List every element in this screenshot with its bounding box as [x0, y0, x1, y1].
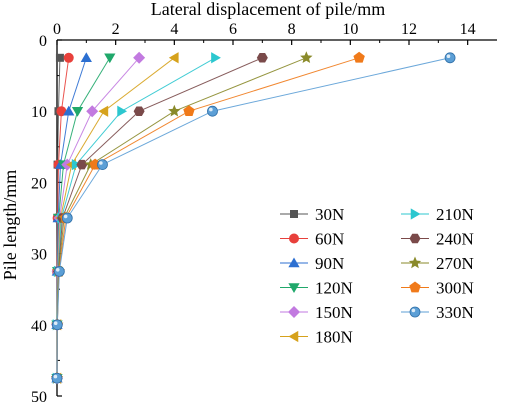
series-line-330n [56, 57, 451, 379]
legend-marker-30n [290, 210, 298, 218]
data-point-330n-highlight [209, 107, 213, 112]
data-point-240n [76, 159, 88, 170]
legend-label-240n: 240N [436, 230, 474, 249]
legend-label-150n: 150N [315, 303, 353, 322]
data-point-330n-highlight [55, 268, 60, 272]
data-point-90n [63, 105, 75, 116]
data-point-120n [104, 53, 116, 64]
data-point-300n [183, 105, 195, 117]
legend-label-180n: 180N [315, 328, 353, 347]
x-tick-label: 10 [342, 21, 358, 38]
legend-label-60n: 60N [315, 230, 344, 249]
data-point-330n [97, 159, 108, 171]
data-point-330n [51, 319, 63, 331]
legend-label-210n: 210N [436, 205, 474, 224]
data-point-210n [117, 105, 128, 117]
data-point-210n [211, 52, 221, 64]
legend-label-270n: 270N [436, 254, 474, 273]
y-ticks: 0 10 20 30 40 50 [31, 33, 62, 405]
legend: 30N 60N 90N 120N 150N 180N 210N 240N 270N 300N 330… [280, 205, 474, 347]
legend-marker-240n [409, 233, 421, 244]
data-point-330n [51, 372, 63, 384]
legend-marker-300n [409, 281, 421, 293]
y-tick-label: 50 [31, 389, 47, 405]
data-point-330n-highlight [53, 374, 58, 379]
x-tick-label: 4 [170, 21, 178, 38]
legend-marker-180n [288, 330, 299, 343]
legend-marker-90n [288, 257, 300, 268]
data-point-180n [98, 105, 109, 117]
x-tick-label: 6 [229, 21, 237, 38]
series-line-270n [56, 57, 307, 379]
legend-marker-60n [289, 233, 299, 244]
data-point-330n-highlight [446, 54, 451, 58]
x-axis-title: Lateral displacement of pile/mm [151, 0, 385, 19]
x-tick-label: 2 [112, 21, 120, 38]
legend-marker-210n [410, 208, 421, 220]
legend-marker-330n-highlight [411, 308, 416, 313]
data-point-240n [133, 106, 145, 116]
legend-marker-150n [288, 306, 300, 318]
plot-area: 0 2 4 6 8 10 12 14 0 10 20 30 40 50 [31, 21, 497, 405]
data-point-330n-highlight [99, 161, 103, 165]
data-point-240n [256, 53, 268, 63]
series-markers [50, 51, 456, 385]
legend-label-120n: 120N [315, 279, 353, 298]
data-point-330n-highlight [63, 214, 68, 219]
data-point-330n [53, 265, 65, 277]
data-point-270n [300, 51, 313, 64]
legend-label-330n: 330N [436, 303, 474, 322]
y-tick-label: 40 [31, 318, 47, 335]
data-point-150n [133, 51, 146, 64]
data-point-90n [80, 52, 92, 63]
data-point-270n [168, 104, 181, 117]
x-tick-label: 12 [401, 21, 417, 38]
data-point-330n-highlight [53, 321, 58, 326]
y-tick-label: 10 [31, 104, 47, 121]
data-point-180n [168, 52, 179, 64]
x-tick-label: 8 [288, 21, 296, 38]
series-line-300n [56, 57, 360, 379]
legend-label-300n: 300N [436, 279, 474, 298]
data-point-120n [71, 106, 84, 117]
legend-marker-330n [409, 306, 421, 318]
data-point-60n [63, 52, 74, 63]
y-axis-title: Pile length/mm [0, 170, 20, 281]
y-tick-label: 30 [31, 247, 47, 264]
y-tick-label: 20 [31, 175, 47, 192]
legend-label-90n: 90N [315, 254, 344, 273]
legend-marker-120n [288, 283, 300, 293]
data-point-330n [444, 52, 456, 64]
series-line-180n [56, 57, 175, 379]
x-tick-label: 14 [460, 21, 476, 38]
legend-label-30n: 30N [315, 205, 344, 224]
data-point-150n [86, 105, 99, 118]
data-point-30n [55, 53, 64, 62]
y-tick-label: 0 [39, 33, 47, 50]
series-lines [56, 57, 451, 379]
series-line-240n [56, 57, 263, 379]
legend-marker-270n [408, 256, 422, 269]
data-point-300n [353, 51, 365, 63]
x-tick-label: 0 [53, 21, 61, 38]
data-point-330n [207, 105, 218, 117]
data-point-60n [56, 106, 67, 117]
x-ticks: 0 2 4 6 8 10 12 14 [53, 21, 476, 45]
data-point-330n [61, 212, 73, 224]
